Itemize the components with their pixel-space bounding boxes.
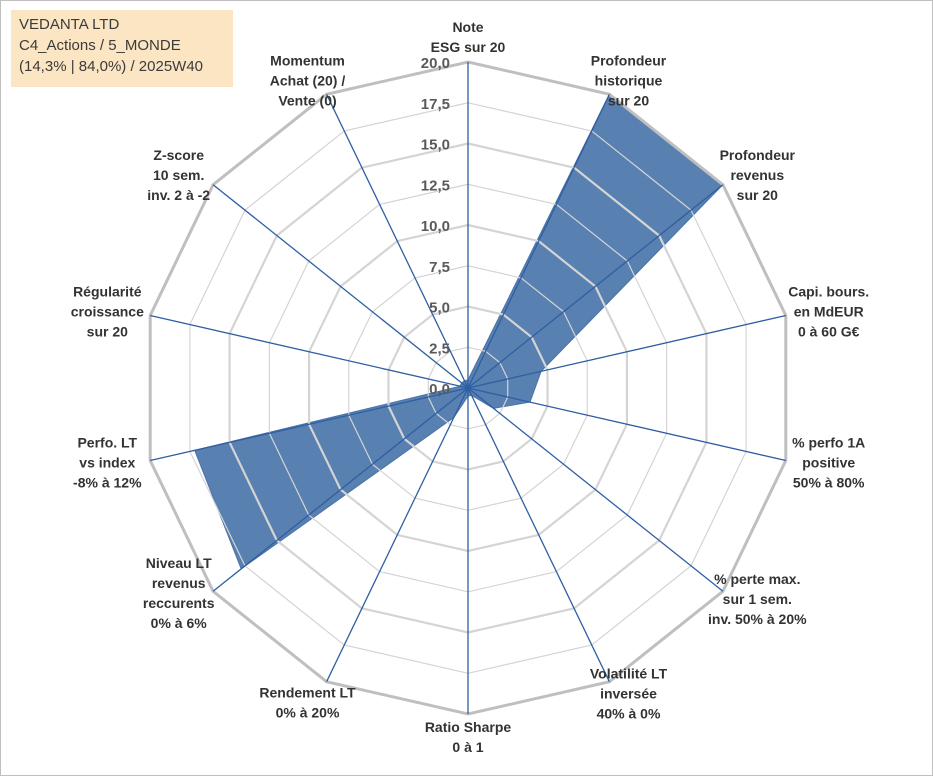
axis-label-13-line-0: Momentum	[270, 53, 345, 69]
spoke-13	[326, 94, 469, 389]
axis-label-12-line-1: 10 sem.	[153, 167, 204, 183]
axis-label-1-line-0: Profondeur	[591, 53, 667, 69]
axis-label-1-line-1: historique	[595, 73, 663, 89]
axis-label-9-line-1: revenus	[152, 575, 206, 591]
axis-label-8-line-0: Rendement LT	[259, 684, 356, 700]
tick-label-7: 17,5	[421, 96, 450, 113]
axis-label-12: Z-score 10 sem. inv. 2 à -2	[147, 147, 210, 203]
spoke-6	[467, 387, 610, 682]
tick-label-1: 2,5	[429, 340, 450, 357]
axis-labels-layer: Note ESG sur 20 Profondeur historique sur 20…	[71, 19, 869, 755]
axis-label-2-line-2: sur 20	[737, 187, 778, 203]
series-area-layer	[194, 93, 724, 570]
stock-info-box: VEDANTA LTD C4_Actions / 5_MONDE (14,3% …	[11, 10, 233, 87]
portfolio-category: C4_Actions / 5_MONDE	[19, 37, 181, 54]
axis-label-9-line-0: Niveau LT	[146, 555, 212, 571]
axis-label-6-line-1: inversée	[600, 685, 657, 701]
tick-label-8: 20,0	[421, 55, 450, 72]
axis-label-5-line-0: % perte max.	[714, 571, 800, 587]
axis-label-2-line-0: Profondeur	[720, 147, 796, 163]
spokes-layer	[150, 62, 786, 714]
axis-label-12-line-0: Z-score	[153, 147, 204, 163]
axis-label-3-line-0: Capi. bours.	[788, 283, 869, 299]
axis-label-7: Ratio Sharpe 0 à 1	[425, 719, 512, 755]
tick-label-5: 12,5	[421, 177, 450, 194]
tick-label-2: 5,0	[429, 300, 450, 317]
axis-label-2-line-1: revenus	[730, 167, 784, 183]
axis-label-11-line-0: Régularité	[73, 283, 142, 299]
score-period: (14,3% | 84,0%) / 2025W40	[19, 58, 203, 75]
tick-label-6: 15,0	[421, 137, 450, 154]
axis-label-0-line-1: ESG sur 20	[431, 39, 506, 55]
spoke-8	[326, 387, 469, 682]
tick-labels-layer: 0,0 2,5 5,0 7,5 10,0 12,5 15,0 17,5 20,0	[421, 55, 450, 398]
tick-label-3: 7,5	[429, 259, 450, 276]
axis-label-3-line-1: en MdEUR	[794, 303, 864, 319]
axis-label-9-line-2: reccurents	[143, 595, 215, 611]
axis-label-9-line-3: 0% à 6%	[151, 615, 208, 631]
axis-label-0-line-0: Note	[452, 19, 483, 35]
axis-label-4-line-0: % perfo 1A	[792, 435, 865, 451]
axis-label-5: % perte max. sur 1 sem. inv. 50% à 20%	[708, 571, 807, 627]
axis-label-1: Profondeur historique sur 20	[591, 53, 667, 109]
axis-label-5-line-2: inv. 50% à 20%	[708, 611, 807, 627]
axis-label-6: Volatilité LT inversée 40% à 0%	[590, 665, 668, 721]
axis-label-5-line-1: sur 1 sem.	[723, 591, 792, 607]
axis-label-3: Capi. bours. en MdEUR 0 à 60 G€	[788, 283, 869, 339]
stock-name: VEDANTA LTD	[19, 16, 120, 33]
axis-label-2: Profondeur revenus sur 20	[720, 147, 796, 203]
axis-label-9: Niveau LT revenus reccurents 0% à 6%	[143, 555, 215, 631]
axis-label-4: % perfo 1A positive 50% à 80%	[792, 435, 865, 491]
axis-label-12-line-2: inv. 2 à -2	[147, 187, 210, 203]
axis-label-11-line-1: croissance	[71, 303, 144, 319]
axis-label-3-line-2: 0 à 60 G€	[798, 323, 860, 339]
series-area	[194, 93, 724, 570]
axis-label-7-line-1: 0 à 1	[452, 739, 483, 755]
axis-label-8-line-1: 0% à 20%	[276, 704, 340, 720]
axis-label-8: Rendement LT 0% à 20%	[259, 684, 356, 720]
axis-label-13-line-2: Vente (0)	[278, 93, 336, 109]
spoke-9	[212, 387, 469, 592]
spoke-11	[150, 314, 469, 389]
axis-label-6-line-2: 40% à 0%	[597, 705, 661, 721]
spoke-3	[467, 314, 786, 389]
axis-label-6-line-0: Volatilité LT	[590, 665, 668, 681]
spoke-5	[467, 387, 724, 592]
axis-label-10: Perfo. LT vs index -8% à 12%	[73, 435, 142, 491]
axis-label-1-line-2: sur 20	[608, 93, 649, 109]
spoke-12	[212, 184, 469, 389]
axis-label-0: Note ESG sur 20	[431, 19, 506, 55]
axis-label-10-line-1: vs index	[79, 455, 135, 471]
axis-label-4-line-1: positive	[802, 455, 855, 471]
axis-label-7-line-0: Ratio Sharpe	[425, 719, 512, 735]
axis-label-4-line-2: 50% à 80%	[793, 475, 865, 491]
axis-label-11-line-2: sur 20	[87, 323, 128, 339]
axis-label-11: Régularité croissance sur 20	[71, 283, 144, 339]
spoke-4	[467, 387, 786, 462]
spoke-10	[150, 387, 469, 462]
axis-label-13: Momentum Achat (20) / Vente (0)	[270, 53, 346, 109]
tick-label-0: 0,0	[429, 381, 450, 398]
spoke-1	[467, 94, 610, 389]
axis-label-10-line-0: Perfo. LT	[77, 435, 137, 451]
tick-label-4: 10,0	[421, 218, 450, 235]
spoke-2	[467, 184, 724, 389]
axis-label-13-line-1: Achat (20) /	[270, 73, 346, 89]
axis-label-10-line-2: -8% à 12%	[73, 475, 142, 491]
